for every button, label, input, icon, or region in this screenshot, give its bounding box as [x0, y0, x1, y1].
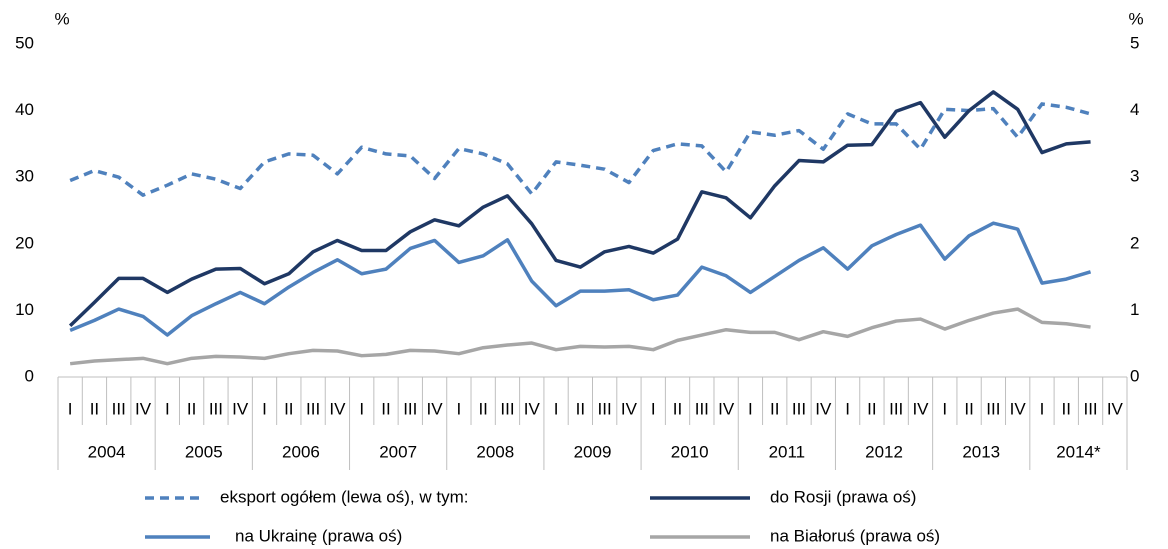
x-tick-label: II	[673, 399, 682, 418]
x-tick-label: II	[381, 399, 390, 418]
y-tick-label: 40	[15, 100, 34, 119]
x-tick-label: III	[1083, 399, 1097, 418]
legend-label: do Rosji (prawa oś)	[770, 487, 916, 506]
series-line	[69, 221, 1092, 337]
x-group-label: 2010	[671, 442, 709, 461]
y2-tick-label: 1	[1130, 300, 1139, 319]
x-tick-label: I	[651, 399, 656, 418]
y2-tick-label: 3	[1130, 167, 1139, 186]
x-tick-label: IV	[329, 399, 346, 418]
y2-tick-label: 4	[1130, 100, 1139, 119]
x-tick-label: II	[90, 399, 99, 418]
legend-label: eksport ogółem (lewa oś), w tym:	[220, 487, 468, 506]
x-tick-label: I	[457, 399, 462, 418]
x-tick-label: III	[889, 399, 903, 418]
x-group-label: 2008	[476, 442, 514, 461]
x-group-label: 2013	[962, 442, 1000, 461]
x-tick-label: I	[942, 399, 947, 418]
x-tick-label: II	[770, 399, 779, 418]
y2-tick-label: 0	[1130, 366, 1139, 385]
y-tick-label: 0	[25, 366, 34, 385]
x-tick-label: IV	[135, 399, 152, 418]
x-tick-label: III	[209, 399, 223, 418]
x-tick-label: III	[792, 399, 806, 418]
x-tick-label: II	[964, 399, 973, 418]
x-tick-label: II	[284, 399, 293, 418]
x-group-label: 2005	[185, 442, 223, 461]
x-tick-label: I	[1040, 399, 1045, 418]
y-tick-label: 20	[15, 233, 34, 252]
x-tick-label: I	[554, 399, 559, 418]
x-tick-label: IV	[427, 399, 444, 418]
x-group-label: 2012	[865, 442, 903, 461]
y-tick-label: 10	[15, 300, 34, 319]
x-tick-label: III	[598, 399, 612, 418]
y-tick-label: 30	[15, 167, 34, 186]
x-tick-label: III	[306, 399, 320, 418]
x-tick-label: IV	[815, 399, 832, 418]
x-group-label: 2009	[574, 442, 612, 461]
x-tick-label: I	[359, 399, 364, 418]
x-group-label: 2014*	[1056, 442, 1101, 461]
series-line	[69, 307, 1091, 366]
x-tick-label: IV	[621, 399, 638, 418]
x-group-label: 2011	[769, 442, 806, 461]
x-tick-label: III	[986, 399, 1000, 418]
x-tick-label: I	[748, 399, 753, 418]
y2-axis-label: %	[1128, 9, 1143, 28]
x-tick-label: I	[845, 399, 850, 418]
series-line	[69, 102, 1092, 197]
x-tick-label: III	[112, 399, 126, 418]
x-group-label: 2004	[88, 442, 126, 461]
x-tick-label: IV	[524, 399, 541, 418]
series-line	[68, 90, 1091, 327]
x-tick-label: I	[68, 399, 73, 418]
x-tick-label: IV	[232, 399, 249, 418]
x-tick-label: IV	[718, 399, 735, 418]
x-tick-label: IV	[912, 399, 929, 418]
y2-tick-label: 2	[1130, 233, 1139, 252]
x-tick-label: II	[867, 399, 876, 418]
x-tick-label: IV	[1107, 399, 1124, 418]
legend-label: na Białoruś (prawa oś)	[770, 526, 940, 545]
x-tick-label: III	[403, 399, 417, 418]
x-tick-label: III	[500, 399, 514, 418]
x-tick-label: IV	[1010, 399, 1027, 418]
x-group-label: 2007	[379, 442, 417, 461]
x-tick-label: I	[165, 399, 170, 418]
y-tick-label: 50	[15, 33, 34, 52]
x-tick-label: II	[187, 399, 196, 418]
x-tick-label: II	[576, 399, 585, 418]
y-axis-label: %	[54, 9, 69, 28]
x-tick-label: II	[478, 399, 487, 418]
x-tick-label: I	[262, 399, 267, 418]
x-tick-label: III	[695, 399, 709, 418]
legend-label: na Ukrainę (prawa oś)	[235, 526, 402, 545]
x-group-label: 2006	[282, 442, 320, 461]
x-tick-label: II	[1062, 399, 1071, 418]
y2-tick-label: 5	[1130, 33, 1139, 52]
